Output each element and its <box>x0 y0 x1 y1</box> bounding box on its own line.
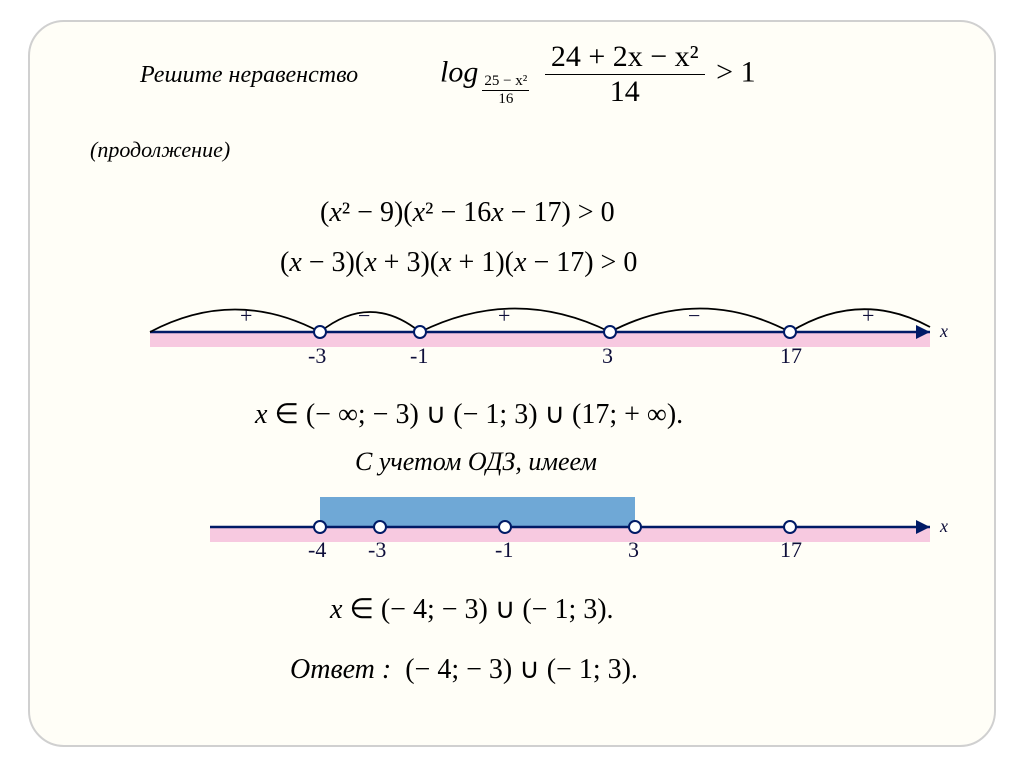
l2-tick-3: 3 <box>628 537 639 562</box>
log-text: log <box>440 55 478 88</box>
step-1: (x² − 9)(x² − 16x − 17) > 0 <box>320 197 615 229</box>
continuation-label: (продолжение) <box>90 137 230 163</box>
l1-tick-3: 17 <box>780 343 802 368</box>
odz-text: С учетом ОДЗ, имеем <box>355 447 597 477</box>
log-sub-den: 16 <box>482 91 529 108</box>
l2-tick-1: -3 <box>368 537 386 562</box>
big-frac-den: 14 <box>545 75 705 109</box>
l1-tick-0: -3 <box>308 343 326 368</box>
problem-heading: Решите неравенство <box>140 62 358 89</box>
slide-content: Решите неравенство log 25 − x² 16 24 + 2… <box>30 22 994 745</box>
answer-label: Ответ : <box>290 654 391 685</box>
slide-card: Решите неравенство log 25 − x² 16 24 + 2… <box>28 20 996 747</box>
l1-sign-2: + <box>498 303 510 328</box>
log-sub-num: 25 − x² <box>482 73 529 91</box>
l1-tick-1: -1 <box>410 343 428 368</box>
l1-sign-0: + <box>240 303 252 328</box>
number-line-2: -4 -3 -1 3 17 x <box>90 477 970 577</box>
l2-tick-4: 17 <box>780 537 802 562</box>
main-formula: log 25 − x² 16 24 + 2x − x² 14 > 1 <box>440 40 756 109</box>
formula-tail: > 1 <box>709 55 756 88</box>
l1-sign-1: − <box>358 303 370 328</box>
l1-sign-3: − <box>688 303 700 328</box>
number-line-1: -3 -1 3 17 + − + − + x <box>90 277 970 387</box>
l1-tick-2: 3 <box>602 343 613 368</box>
l2-tick-0: -4 <box>308 537 326 562</box>
interval-2: x ∈ (− 4; − 3) ∪ (− 1; 3). <box>330 592 614 626</box>
l2-tick-2: -1 <box>495 537 513 562</box>
l1-axis-var: x <box>939 321 948 341</box>
l2-axis-var: x <box>939 516 948 536</box>
interval-1: x ∈ (− ∞; − 3) ∪ (− 1; 3) ∪ (17; + ∞). <box>255 397 683 431</box>
l1-sign-4: + <box>862 303 874 328</box>
step-2: (x − 3)(x + 3)(x + 1)(x − 17) > 0 <box>280 247 637 279</box>
answer-value: (− 4; − 3) ∪ (− 1; 3). <box>405 654 638 685</box>
big-frac-num: 24 + 2x − x² <box>545 40 705 75</box>
answer-row: Ответ : (− 4; − 3) ∪ (− 1; 3). <box>290 652 638 686</box>
